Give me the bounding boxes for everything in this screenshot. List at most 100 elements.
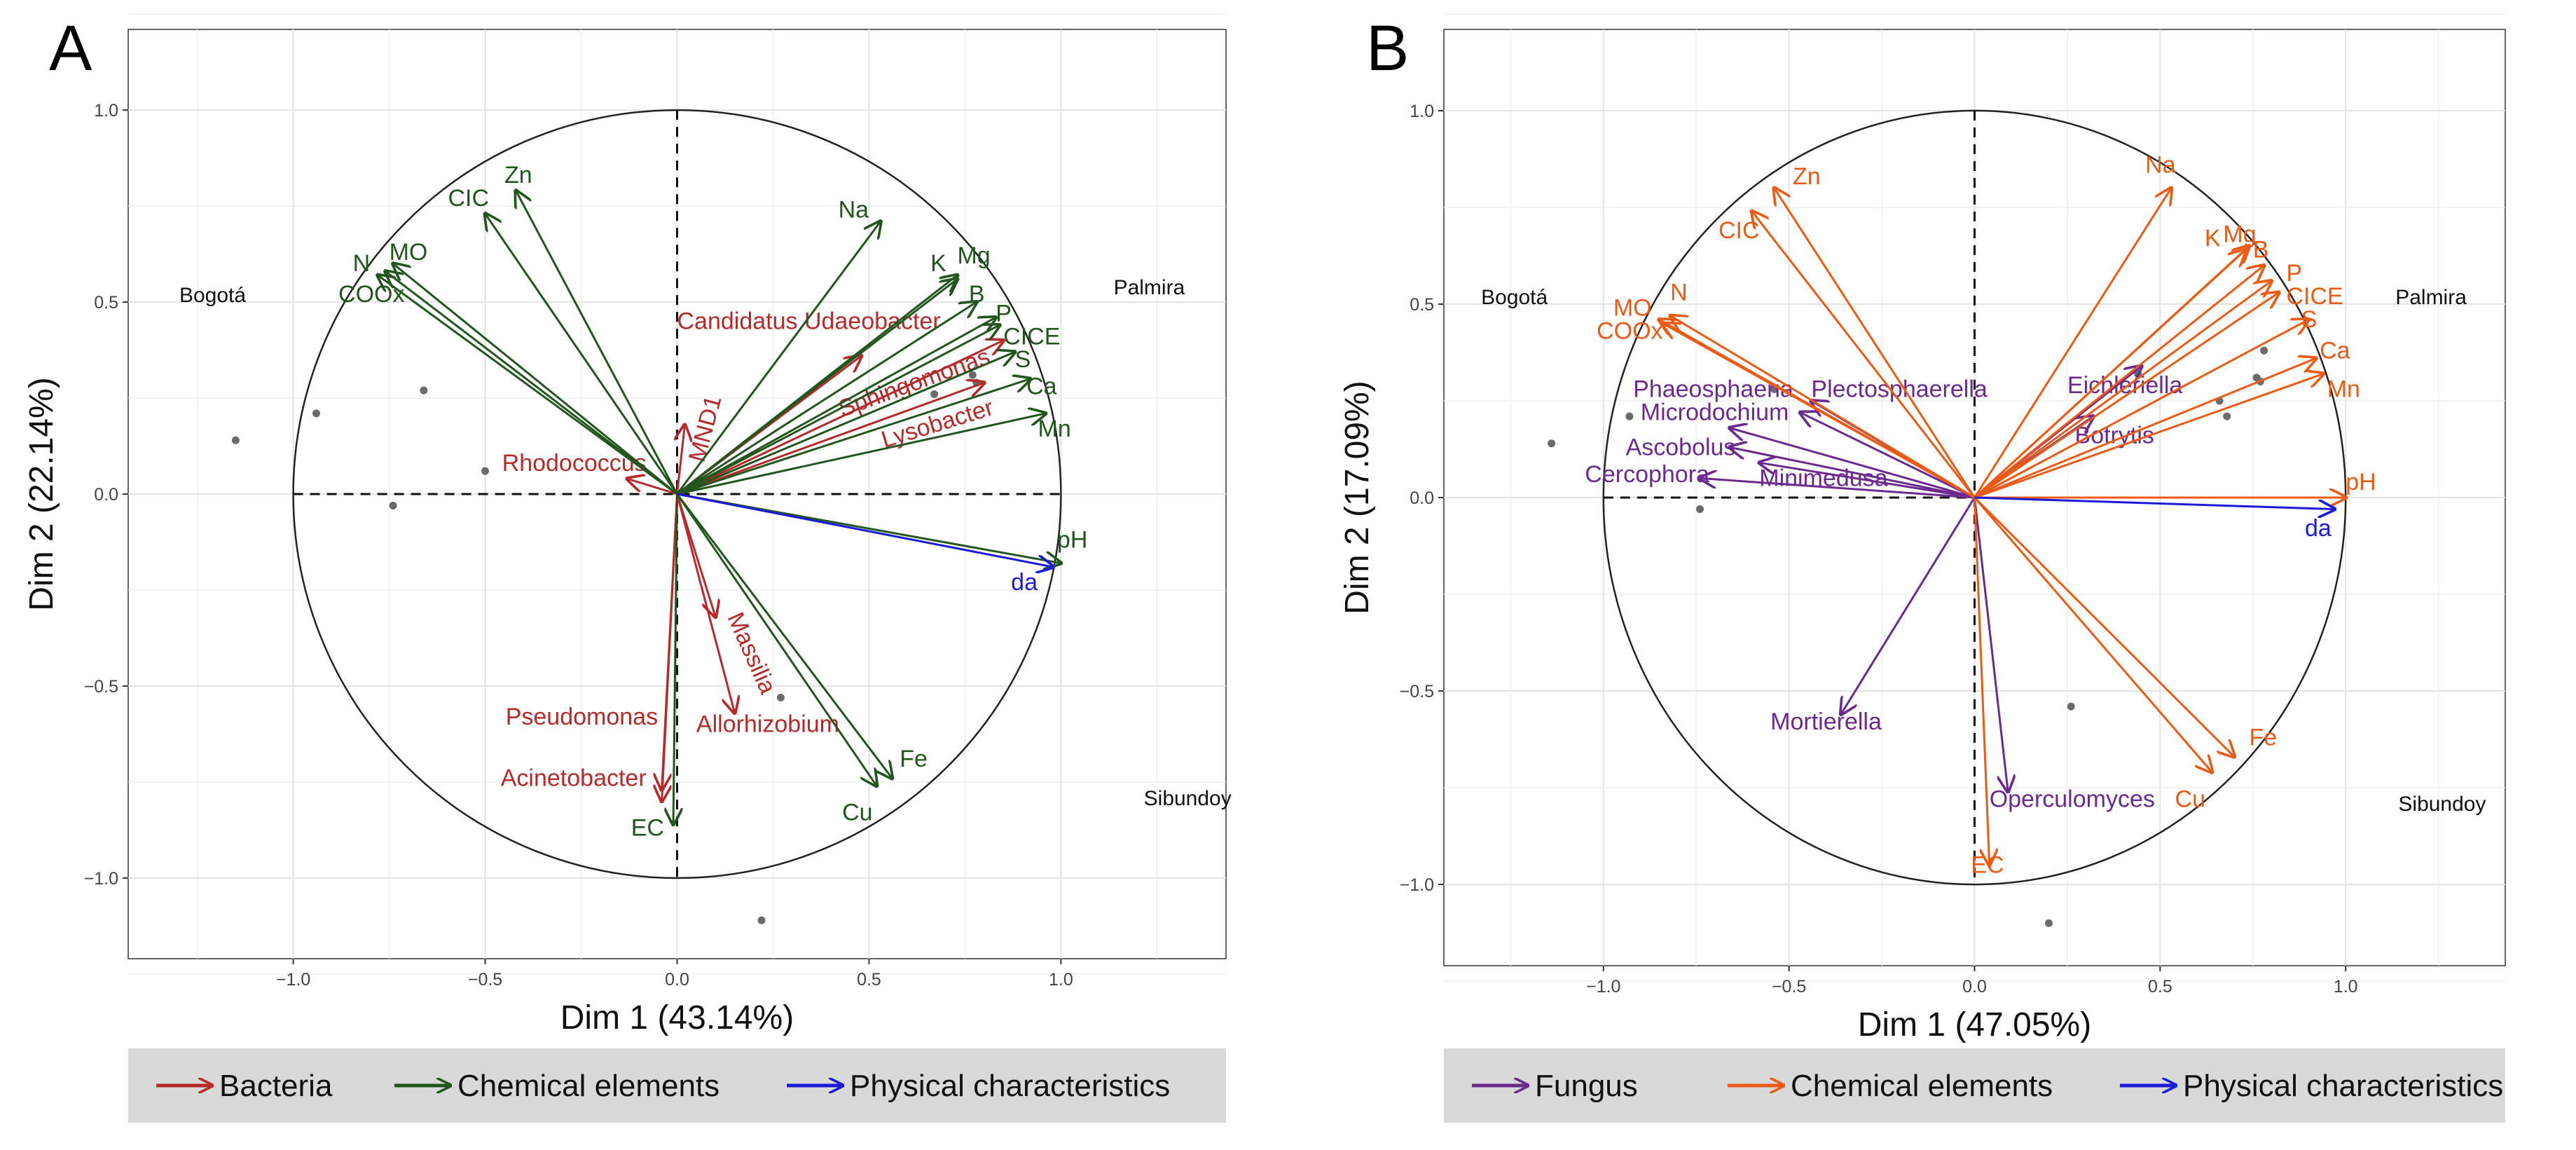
data-point <box>2260 346 2268 355</box>
vector-arrow <box>676 493 893 778</box>
vector-arrow <box>1974 266 2264 499</box>
vector-label: Na <box>839 196 869 223</box>
vector-label: Acinetobacter <box>501 765 647 791</box>
data-point <box>2067 702 2075 711</box>
y-tick-label: −1.0 <box>1400 875 1434 895</box>
y-tick-label: −1.0 <box>84 869 118 889</box>
vector-arrow <box>676 383 984 495</box>
panel-label: B <box>1366 13 1409 84</box>
vector-arrow <box>1974 320 2309 499</box>
vector-arrow <box>516 191 678 495</box>
vector-arrow <box>676 302 977 495</box>
vector-arrow <box>1730 428 1975 499</box>
site-label: Bogotá <box>1481 286 1548 309</box>
vector-label: Zn <box>504 162 532 189</box>
vector-arrow <box>378 275 678 495</box>
vector-arrow <box>1800 413 1976 499</box>
vector-label: Mg <box>957 242 990 269</box>
data-point <box>481 467 490 475</box>
vector-arrow <box>1974 358 2316 499</box>
legend-background <box>128 1048 1226 1123</box>
legend-label: Chemical elements <box>457 1069 719 1103</box>
panel-label: A <box>49 13 92 84</box>
y-tick-label: 0.0 <box>1410 488 1434 508</box>
vector-label: pH <box>2346 469 2376 495</box>
data-point <box>1625 412 1634 420</box>
vector-arrow <box>1974 281 2272 499</box>
data-point <box>231 436 240 444</box>
y-axis-title: Dim 2 (22.14%) <box>23 377 60 610</box>
data-point <box>2223 412 2231 420</box>
data-point <box>930 390 939 399</box>
legend-label: Bacteria <box>219 1069 333 1103</box>
vector-arrow <box>676 275 958 495</box>
vector-arrow <box>627 479 677 495</box>
data-point <box>1696 505 1704 514</box>
vector-label: K <box>2205 225 2221 252</box>
vector-arrow <box>1974 496 2235 757</box>
vector-label: Cercophora <box>1585 461 1709 488</box>
data-point <box>968 371 977 379</box>
x-tick-label: 0.0 <box>665 970 689 990</box>
vector-label: CICE <box>1003 323 1060 350</box>
vector-label: EC <box>1971 852 2004 879</box>
vector-arrow <box>1663 324 1976 499</box>
y-tick-label: −0.5 <box>84 677 118 697</box>
x-tick-label: −1.0 <box>1586 977 1620 997</box>
y-tick-label: 0.5 <box>94 293 118 313</box>
legend-label: Physical characteristics <box>850 1069 1170 1103</box>
vector-label: da <box>1011 569 1038 596</box>
data-point <box>1548 439 1556 448</box>
vector-label: Mg <box>2223 221 2256 248</box>
site-label: Bogotá <box>179 284 246 307</box>
vector-label: CIC <box>448 185 489 212</box>
vector-label: Microdochium <box>1641 399 1789 426</box>
vector-label: Cu <box>842 800 872 826</box>
x-tick-label: 1.0 <box>2334 977 2358 997</box>
vector-label: COOx <box>1597 318 1662 345</box>
vector-arrow <box>662 493 678 801</box>
vector-arrow <box>1974 496 2335 509</box>
legend-background <box>1444 1048 2505 1123</box>
vector-label: Na <box>2145 151 2176 178</box>
vector-arrow <box>1974 374 2324 499</box>
legend-label: Fungus <box>1535 1069 1638 1103</box>
vector-label: Pseudomonas <box>506 704 658 730</box>
vector-label: N <box>353 250 371 277</box>
site-label: Palmira <box>1114 276 1185 299</box>
x-tick-label: −0.5 <box>1772 977 1806 997</box>
vector-arrow <box>677 425 685 495</box>
vector-label: MO <box>1613 295 1652 322</box>
vector-arrow <box>485 214 678 495</box>
site-label: Sibundoy <box>2398 793 2486 816</box>
vector-arrow <box>676 493 735 713</box>
vector-label: Operculomyces <box>1990 786 2155 813</box>
vector-label: Mn <box>2327 376 2360 402</box>
vector-arrow <box>677 493 1054 567</box>
vector-label: da <box>2305 515 2332 542</box>
vector-arrow <box>677 413 1046 495</box>
vector-label: S <box>1015 346 1031 373</box>
vector-label: P <box>996 300 1012 327</box>
vector-arrow <box>676 493 877 786</box>
vector-arrow <box>676 352 1015 495</box>
data-point <box>757 916 766 924</box>
data-point <box>2044 919 2053 927</box>
vector-label: P <box>2286 260 2302 287</box>
x-axis-title: Dim 1 (47.05%) <box>1858 1006 2091 1043</box>
y-tick-label: 0.0 <box>94 485 118 505</box>
y-axis-title: Dim 2 (17.09%) <box>1339 381 1376 614</box>
x-tick-label: 0.5 <box>857 970 881 990</box>
vector-label: Mortierella <box>1770 709 1882 735</box>
vector-arrow <box>673 493 677 824</box>
vector-label: CIC <box>1719 217 1760 244</box>
vector-arrow <box>1759 463 1975 499</box>
vector-arrow <box>1974 497 1990 865</box>
vector-label: Cu <box>2175 786 2205 813</box>
vector-arrow <box>1974 292 2279 499</box>
vector-arrow <box>385 271 678 495</box>
panel-B: −1.0 −0.5 0.0 0.5 1.0 −1.0 −0.5 0.0 0.5 1.0 Dim 1 … <box>1339 13 2506 1123</box>
site-label: Sibundoy <box>1144 787 1232 810</box>
legend: Bacteria Chemical elements Physical charac… <box>128 1048 1226 1123</box>
vector-label: B <box>2253 237 2269 263</box>
